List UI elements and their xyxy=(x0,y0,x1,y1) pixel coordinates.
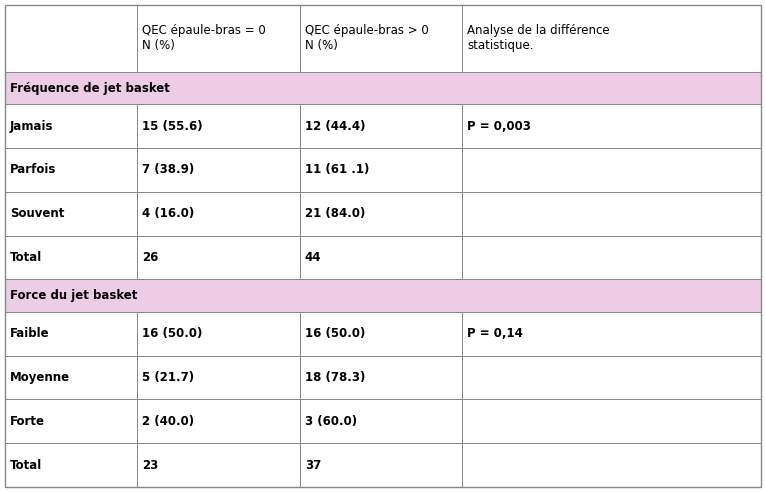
Text: Moyenne: Moyenne xyxy=(10,371,70,384)
Bar xyxy=(137,148,300,192)
Bar xyxy=(137,236,300,279)
Bar xyxy=(300,148,463,192)
Text: 26: 26 xyxy=(142,251,159,264)
Text: 7 (38.9): 7 (38.9) xyxy=(142,163,195,177)
Bar xyxy=(300,104,463,148)
Bar xyxy=(463,443,761,487)
Bar xyxy=(5,72,761,104)
Text: P = 0,003: P = 0,003 xyxy=(467,120,532,132)
Bar xyxy=(463,312,761,356)
Text: Analyse de la différence
statistique.: Analyse de la différence statistique. xyxy=(467,25,610,53)
Bar xyxy=(137,443,300,487)
Bar xyxy=(137,5,300,72)
Bar xyxy=(463,104,761,148)
Text: 23: 23 xyxy=(142,459,159,472)
Bar xyxy=(5,104,137,148)
Bar xyxy=(5,356,137,400)
Bar xyxy=(300,443,463,487)
Bar xyxy=(137,104,300,148)
Bar xyxy=(463,400,761,443)
Bar xyxy=(137,356,300,400)
Bar xyxy=(463,192,761,236)
Text: Total: Total xyxy=(10,251,42,264)
Bar xyxy=(463,356,761,400)
Bar xyxy=(463,148,761,192)
Bar xyxy=(300,5,463,72)
Text: Fréquence de jet basket: Fréquence de jet basket xyxy=(10,82,170,94)
Text: 16 (50.0): 16 (50.0) xyxy=(142,327,203,340)
Text: 3 (60.0): 3 (60.0) xyxy=(305,415,357,428)
Text: 5 (21.7): 5 (21.7) xyxy=(142,371,195,384)
Bar xyxy=(300,356,463,400)
Text: 37: 37 xyxy=(305,459,321,472)
Text: 18 (78.3): 18 (78.3) xyxy=(305,371,365,384)
Text: 15 (55.6): 15 (55.6) xyxy=(142,120,203,132)
Text: QEC épaule-bras > 0
N (%): QEC épaule-bras > 0 N (%) xyxy=(305,25,429,53)
Bar xyxy=(5,443,137,487)
Text: 16 (50.0): 16 (50.0) xyxy=(305,327,365,340)
Text: 21 (84.0): 21 (84.0) xyxy=(305,207,365,220)
Bar xyxy=(463,5,761,72)
Text: 11 (61 .1): 11 (61 .1) xyxy=(305,163,369,177)
Bar xyxy=(300,400,463,443)
Text: Force du jet basket: Force du jet basket xyxy=(10,289,137,302)
Bar xyxy=(5,279,761,312)
Bar xyxy=(5,312,137,356)
Text: Faible: Faible xyxy=(10,327,50,340)
Text: Total: Total xyxy=(10,459,42,472)
Bar xyxy=(463,236,761,279)
Text: QEC épaule-bras = 0
N (%): QEC épaule-bras = 0 N (%) xyxy=(142,25,266,53)
Text: P = 0,14: P = 0,14 xyxy=(467,327,523,340)
Bar xyxy=(137,312,300,356)
Bar xyxy=(137,192,300,236)
Bar xyxy=(5,5,137,72)
Text: 2 (40.0): 2 (40.0) xyxy=(142,415,195,428)
Text: Parfois: Parfois xyxy=(10,163,57,177)
Bar xyxy=(5,400,137,443)
Text: 44: 44 xyxy=(305,251,322,264)
Bar xyxy=(5,148,137,192)
Text: 12 (44.4): 12 (44.4) xyxy=(305,120,365,132)
Bar xyxy=(137,400,300,443)
Text: Forte: Forte xyxy=(10,415,45,428)
Text: Souvent: Souvent xyxy=(10,207,64,220)
Text: Jamais: Jamais xyxy=(10,120,54,132)
Bar xyxy=(300,312,463,356)
Bar xyxy=(5,192,137,236)
Bar xyxy=(5,236,137,279)
Text: 4 (16.0): 4 (16.0) xyxy=(142,207,195,220)
Bar xyxy=(300,236,463,279)
Bar xyxy=(300,192,463,236)
